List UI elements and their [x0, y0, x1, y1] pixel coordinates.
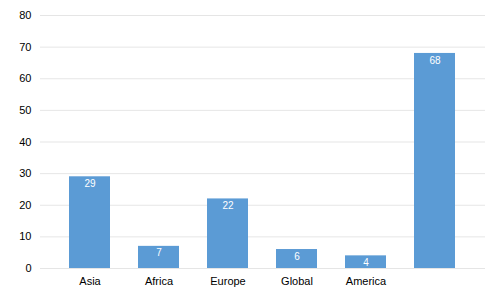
svg-text:29: 29 — [84, 178, 96, 189]
svg-text:0: 0 — [25, 262, 31, 274]
svg-text:70: 70 — [19, 41, 31, 53]
svg-text:30: 30 — [19, 167, 31, 179]
svg-text:22: 22 — [222, 200, 234, 211]
svg-text:Asia: Asia — [79, 275, 101, 287]
svg-text:Europe: Europe — [210, 275, 245, 287]
svg-text:Global: Global — [281, 275, 313, 287]
svg-text:50: 50 — [19, 104, 31, 116]
svg-text:4: 4 — [363, 257, 369, 268]
svg-text:68: 68 — [429, 55, 441, 66]
svg-text:60: 60 — [19, 72, 31, 84]
svg-text:7: 7 — [156, 247, 162, 258]
svg-text:Africa: Africa — [145, 275, 174, 287]
svg-text:10: 10 — [19, 230, 31, 242]
svg-text:America: America — [346, 275, 387, 287]
svg-text:20: 20 — [19, 199, 31, 211]
svg-text:40: 40 — [19, 136, 31, 148]
svg-text:6: 6 — [294, 251, 300, 262]
svg-text:80: 80 — [19, 9, 31, 21]
